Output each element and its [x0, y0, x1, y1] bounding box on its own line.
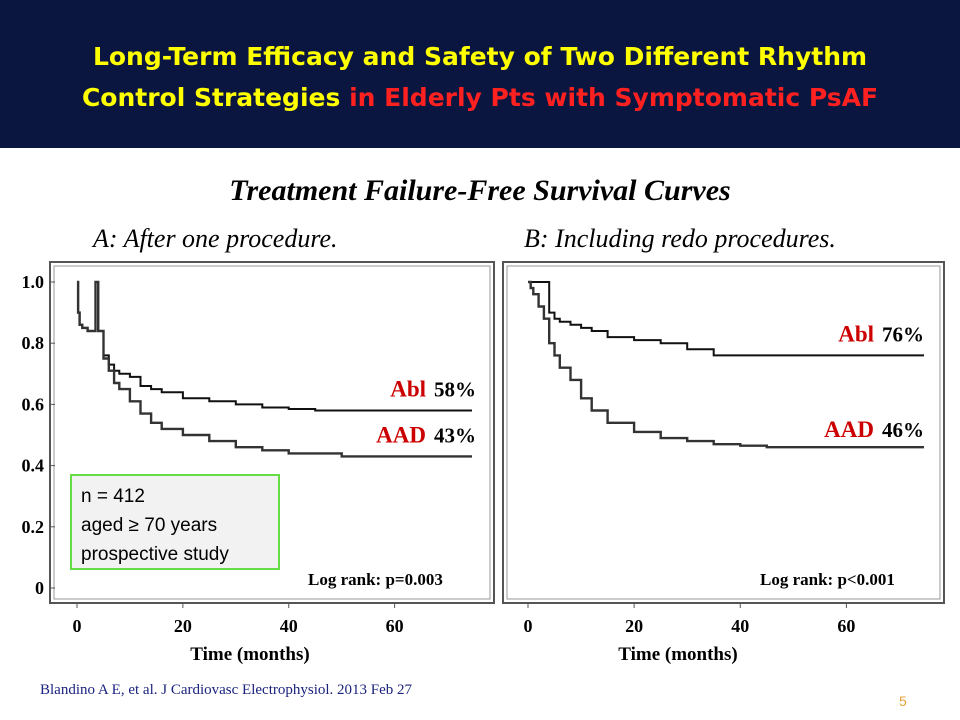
panel-a-label-aad-name: AAD — [376, 422, 426, 447]
panel-b-label-aad-name: AAD — [824, 417, 874, 442]
info-line-design: prospective study — [81, 544, 229, 565]
panel-b-xtick-label: 0 — [524, 616, 533, 636]
panel-b-annotation-bg — [754, 567, 924, 591]
panel-a-ytick-label: 0 — [35, 578, 44, 598]
panel-b-frame — [502, 261, 945, 604]
panel-a-x-axis-title: Time (months) — [190, 644, 309, 665]
panel-a-xtick-label: 40 — [280, 616, 298, 636]
slide-title-red-part: in Elderly Pts with Symptomatic PsAF — [349, 83, 879, 112]
panel-b-inner-frame — [506, 265, 941, 600]
chart-heading: Treatment Failure-Free Survival Curves — [229, 174, 731, 207]
panel-a-logrank-annotation: Log rank: p=0.003 — [308, 570, 443, 589]
panel-b-x-axis-title: Time (months) — [618, 644, 737, 665]
page-number: 5 — [899, 693, 907, 709]
panel-a-inner-frame — [53, 265, 491, 600]
slide-title-line1: Long-Term Efficacy and Safety of Two Dif… — [92, 42, 868, 71]
panel-a-ytick-label: 0.8 — [22, 333, 45, 353]
panel-b-curve-abl — [528, 281, 924, 357]
panel-a-label-abl-percent: 58% — [434, 378, 476, 402]
panel-a-ytick-label: 0.4 — [22, 456, 45, 476]
info-line-n: n = 412 — [81, 486, 145, 507]
panel-b-xtick-label: 40 — [731, 616, 749, 636]
title-banner: Long-Term Efficacy and Safety of Two Dif… — [0, 0, 960, 148]
citation: Blandino A E, et al. J Cardiovasc Electr… — [40, 682, 413, 698]
panel-a-xtick-label: 60 — [386, 616, 404, 636]
panel-b-label-abl-name: Abl — [838, 321, 874, 346]
slide-title-line2: Control Strategies in Elderly Pts with S… — [0, 77, 960, 118]
panel-b-xtick-label: 60 — [837, 616, 855, 636]
panel-a-ytick-label: 1.0 — [22, 272, 45, 292]
panel-a-curve-aad — [76, 280, 472, 458]
panel-a-label-aad-percent: 43% — [434, 423, 476, 447]
panel-a-ytick-label: 0.2 — [22, 517, 45, 537]
slide-title-yellow-part: Control Strategies — [81, 83, 341, 112]
slide-title: Long-Term Efficacy and Safety of Two Dif… — [0, 36, 960, 118]
info-line-age: aged ≥ 70 years — [81, 515, 218, 536]
panel-b-label-abl-percent: 76% — [882, 322, 924, 346]
panel-b-xtick-label: 20 — [625, 616, 643, 636]
panel-a-xtick-label: 0 — [73, 616, 82, 636]
panel-b-caption: B: Including redo procedures. — [524, 224, 836, 253]
panel-a-label-abl-name: Abl — [390, 377, 426, 402]
panel-b-label-aad-percent: 46% — [882, 418, 924, 442]
panel-a-ytick-label: 0.6 — [22, 394, 45, 414]
panel-a-annotation-bg — [302, 567, 472, 591]
panel-b-logrank-annotation: Log rank: p<0.001 — [760, 570, 895, 589]
panel-b-curve-aad — [528, 280, 924, 449]
panel-a-caption: A: After one procedure. — [93, 224, 338, 253]
study-info-box: n = 412 aged ≥ 70 years prospective stud… — [70, 474, 280, 570]
panel-a-xtick-label: 20 — [174, 616, 192, 636]
